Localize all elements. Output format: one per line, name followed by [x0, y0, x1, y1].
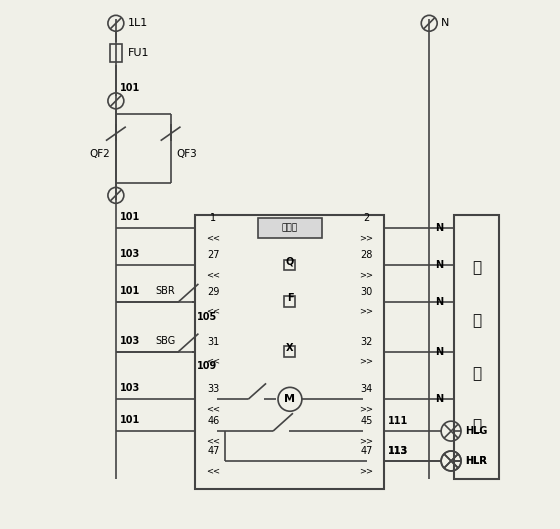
Text: 113: 113: [389, 446, 409, 456]
Text: 47: 47: [360, 446, 373, 456]
Text: HLR: HLR: [465, 456, 487, 466]
Text: N: N: [435, 297, 444, 307]
Text: F: F: [287, 294, 293, 303]
Text: 2: 2: [363, 213, 370, 223]
Text: 30: 30: [361, 287, 372, 297]
Text: N: N: [435, 346, 444, 357]
Text: <<: <<: [206, 233, 220, 242]
Bar: [284, 296, 296, 307]
Text: <<: <<: [206, 307, 220, 316]
Text: X: X: [286, 343, 293, 353]
Text: 29: 29: [207, 287, 220, 297]
Text: 113: 113: [389, 446, 409, 456]
Text: M: M: [284, 394, 296, 404]
Text: 34: 34: [361, 384, 372, 394]
Text: 109: 109: [197, 361, 217, 371]
Text: >>: >>: [360, 233, 374, 242]
Text: 101: 101: [120, 415, 140, 425]
Text: <<: <<: [206, 357, 220, 366]
Text: 1L1: 1L1: [128, 19, 148, 28]
Text: 31: 31: [207, 336, 220, 346]
Text: 1: 1: [211, 213, 216, 223]
Text: 45: 45: [360, 416, 373, 426]
Text: 101: 101: [120, 286, 140, 296]
Text: 28: 28: [360, 250, 373, 260]
Bar: [258, 218, 322, 238]
Text: >>: >>: [360, 466, 374, 475]
Text: 101: 101: [120, 83, 140, 93]
Bar: [454, 215, 499, 479]
Text: QF2: QF2: [89, 149, 110, 159]
Text: 101: 101: [120, 212, 140, 222]
Text: 回: 回: [472, 366, 481, 381]
Text: >>: >>: [360, 436, 374, 445]
Bar: [110, 44, 122, 62]
Bar: [284, 346, 296, 357]
Text: 103: 103: [120, 249, 140, 259]
Bar: [284, 260, 296, 270]
Text: >>: >>: [360, 307, 374, 316]
Text: 103: 103: [120, 335, 140, 345]
Text: 32: 32: [360, 336, 373, 346]
Text: >>: >>: [360, 270, 374, 279]
Text: QF3: QF3: [176, 149, 197, 159]
Text: 103: 103: [120, 384, 140, 394]
Text: N: N: [435, 223, 444, 233]
Text: 111: 111: [389, 416, 409, 426]
Text: <<: <<: [206, 436, 220, 445]
Bar: [195, 215, 385, 489]
Text: 控: 控: [472, 260, 481, 276]
Text: 27: 27: [207, 250, 220, 260]
Text: 47: 47: [207, 446, 220, 456]
Text: N: N: [435, 260, 444, 270]
Text: N: N: [435, 394, 444, 404]
Text: SBG: SBG: [156, 335, 176, 345]
Text: <<: <<: [206, 466, 220, 475]
Text: <<: <<: [206, 404, 220, 413]
Text: 46: 46: [207, 416, 220, 426]
Text: <<: <<: [206, 270, 220, 279]
Text: HLR: HLR: [465, 456, 487, 466]
Text: 33: 33: [207, 384, 220, 394]
Text: Q: Q: [286, 257, 294, 267]
Text: 制: 制: [472, 313, 481, 328]
Text: >>: >>: [360, 357, 374, 366]
Text: 105: 105: [197, 312, 217, 322]
Text: 继电机: 继电机: [282, 224, 298, 233]
Text: FU1: FU1: [128, 48, 150, 58]
Text: N: N: [441, 19, 450, 28]
Text: HLG: HLG: [465, 426, 487, 436]
Text: 路: 路: [472, 418, 481, 434]
Text: SBR: SBR: [156, 286, 175, 296]
Text: >>: >>: [360, 404, 374, 413]
